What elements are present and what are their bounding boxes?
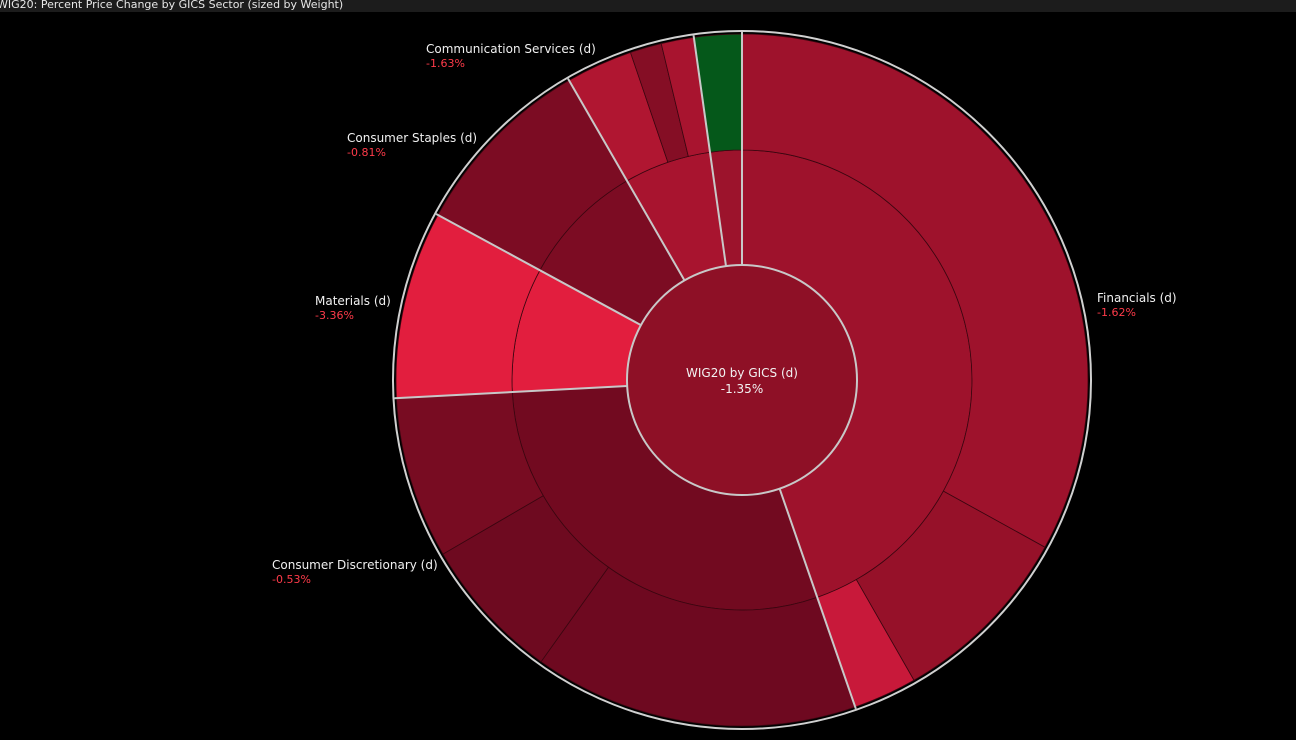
label-financials-value: -1.62% <box>1097 306 1136 319</box>
chart-title: WIG20: Percent Price Change by GICS Sect… <box>0 0 344 11</box>
sector-boundary-1 <box>778 488 857 710</box>
center-value: -1.35% <box>721 382 763 396</box>
label-financials-name[interactable]: Financials (d) <box>1097 291 1177 305</box>
label-consumer-staples-value: -0.81% <box>347 146 386 159</box>
label-consumer-discretionary-value: -0.53% <box>272 573 311 586</box>
constituent-arc-0-0[interactable] <box>741 33 1089 548</box>
sector-boundary-5 <box>692 35 727 267</box>
sector-boundary-4 <box>567 78 686 281</box>
rings-group <box>392 30 1092 730</box>
labels-group: Communication Services (d) -1.63% Consum… <box>272 42 1177 586</box>
label-communication-services-name[interactable]: Communication Services (d) <box>426 42 596 56</box>
title-bar: WIG20: Percent Price Change by GICS Sect… <box>0 0 1296 12</box>
label-consumer-discretionary-name[interactable]: Consumer Discretionary (d) <box>272 558 438 572</box>
label-consumer-staples-name[interactable]: Consumer Staples (d) <box>347 131 477 145</box>
sector-boundary-3 <box>435 213 642 327</box>
center-label: WIG20 by GICS (d) <box>686 366 798 380</box>
label-communication-services-value: -1.63% <box>426 57 465 70</box>
outer-border-ring <box>392 30 1092 730</box>
label-materials-value: -3.36% <box>315 309 354 322</box>
label-materials-name[interactable]: Materials (d) <box>315 294 391 308</box>
center-disc[interactable] <box>626 264 858 496</box>
sector-boundary-2 <box>394 385 628 400</box>
